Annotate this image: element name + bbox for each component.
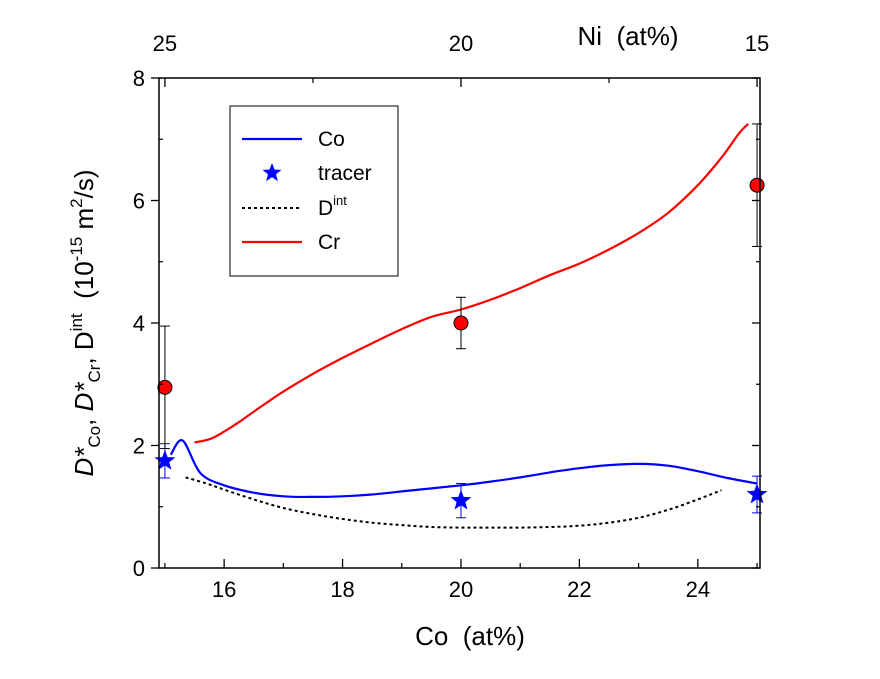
y-title-units-open: (10 <box>69 261 99 313</box>
tracer-cr-point <box>749 177 765 193</box>
tracer-co-point <box>450 489 472 510</box>
x-tick-label: 20 <box>449 577 473 602</box>
y-tick-label: 8 <box>133 66 145 91</box>
y-title-d2: D* <box>69 382 99 412</box>
x-tick-label: 18 <box>330 577 354 602</box>
y-axis-title: D*Co, D*Cr, Dint (10-15 m2/s) <box>67 169 104 476</box>
legend-tracer-swatch <box>262 163 282 182</box>
legend: Co tracer Dint Cr <box>229 105 399 277</box>
y-title-units-mid: m <box>69 208 99 237</box>
series-co-line <box>169 439 758 499</box>
top-tick-label: 25 <box>153 31 177 56</box>
y-title-sep1: , <box>69 411 99 425</box>
y-title-units-close: /s) <box>69 169 99 198</box>
tracer-co-point <box>154 449 176 470</box>
legend-dint-main: D <box>318 197 333 220</box>
y-title-d1: D* <box>69 447 99 477</box>
y-title-sep2: , D <box>69 331 99 364</box>
top-tick-label: 20 <box>449 31 473 56</box>
legend-tracer-label: tracer <box>318 162 372 185</box>
series-d-int-line <box>185 476 722 529</box>
tracer-cr-point <box>157 379 173 395</box>
tracer-cr-point <box>453 315 469 331</box>
top-tick-label: 15 <box>745 31 769 56</box>
series-cr-line <box>194 123 750 444</box>
legend-co-label: Co <box>318 128 345 151</box>
top-axis-title: Ni (at%) <box>577 21 678 51</box>
y-title-exp: -15 <box>67 237 86 262</box>
y-tick-label: 4 <box>133 311 145 336</box>
x-tick-label: 24 <box>686 577 710 602</box>
y-title-sub2: Cr <box>85 364 104 382</box>
y-tick-label: 0 <box>133 556 145 581</box>
y-title-sup3: int <box>67 313 86 331</box>
legend-dint-sup: int <box>333 193 347 208</box>
y-tick-label: 2 <box>133 434 145 459</box>
legend-box <box>229 105 399 277</box>
legend-cr-label: Cr <box>318 231 340 254</box>
x-axis-title: Co (at%) <box>415 621 525 651</box>
y-title-sub1: Co <box>85 426 104 448</box>
x-tick-label: 16 <box>212 577 236 602</box>
legend-dint-label: Dint <box>318 193 347 220</box>
tracer-co-point <box>746 483 768 504</box>
y-tick-label: 6 <box>133 189 145 214</box>
x-tick-label: 22 <box>567 577 591 602</box>
y-title-exp2: 2 <box>67 198 86 207</box>
